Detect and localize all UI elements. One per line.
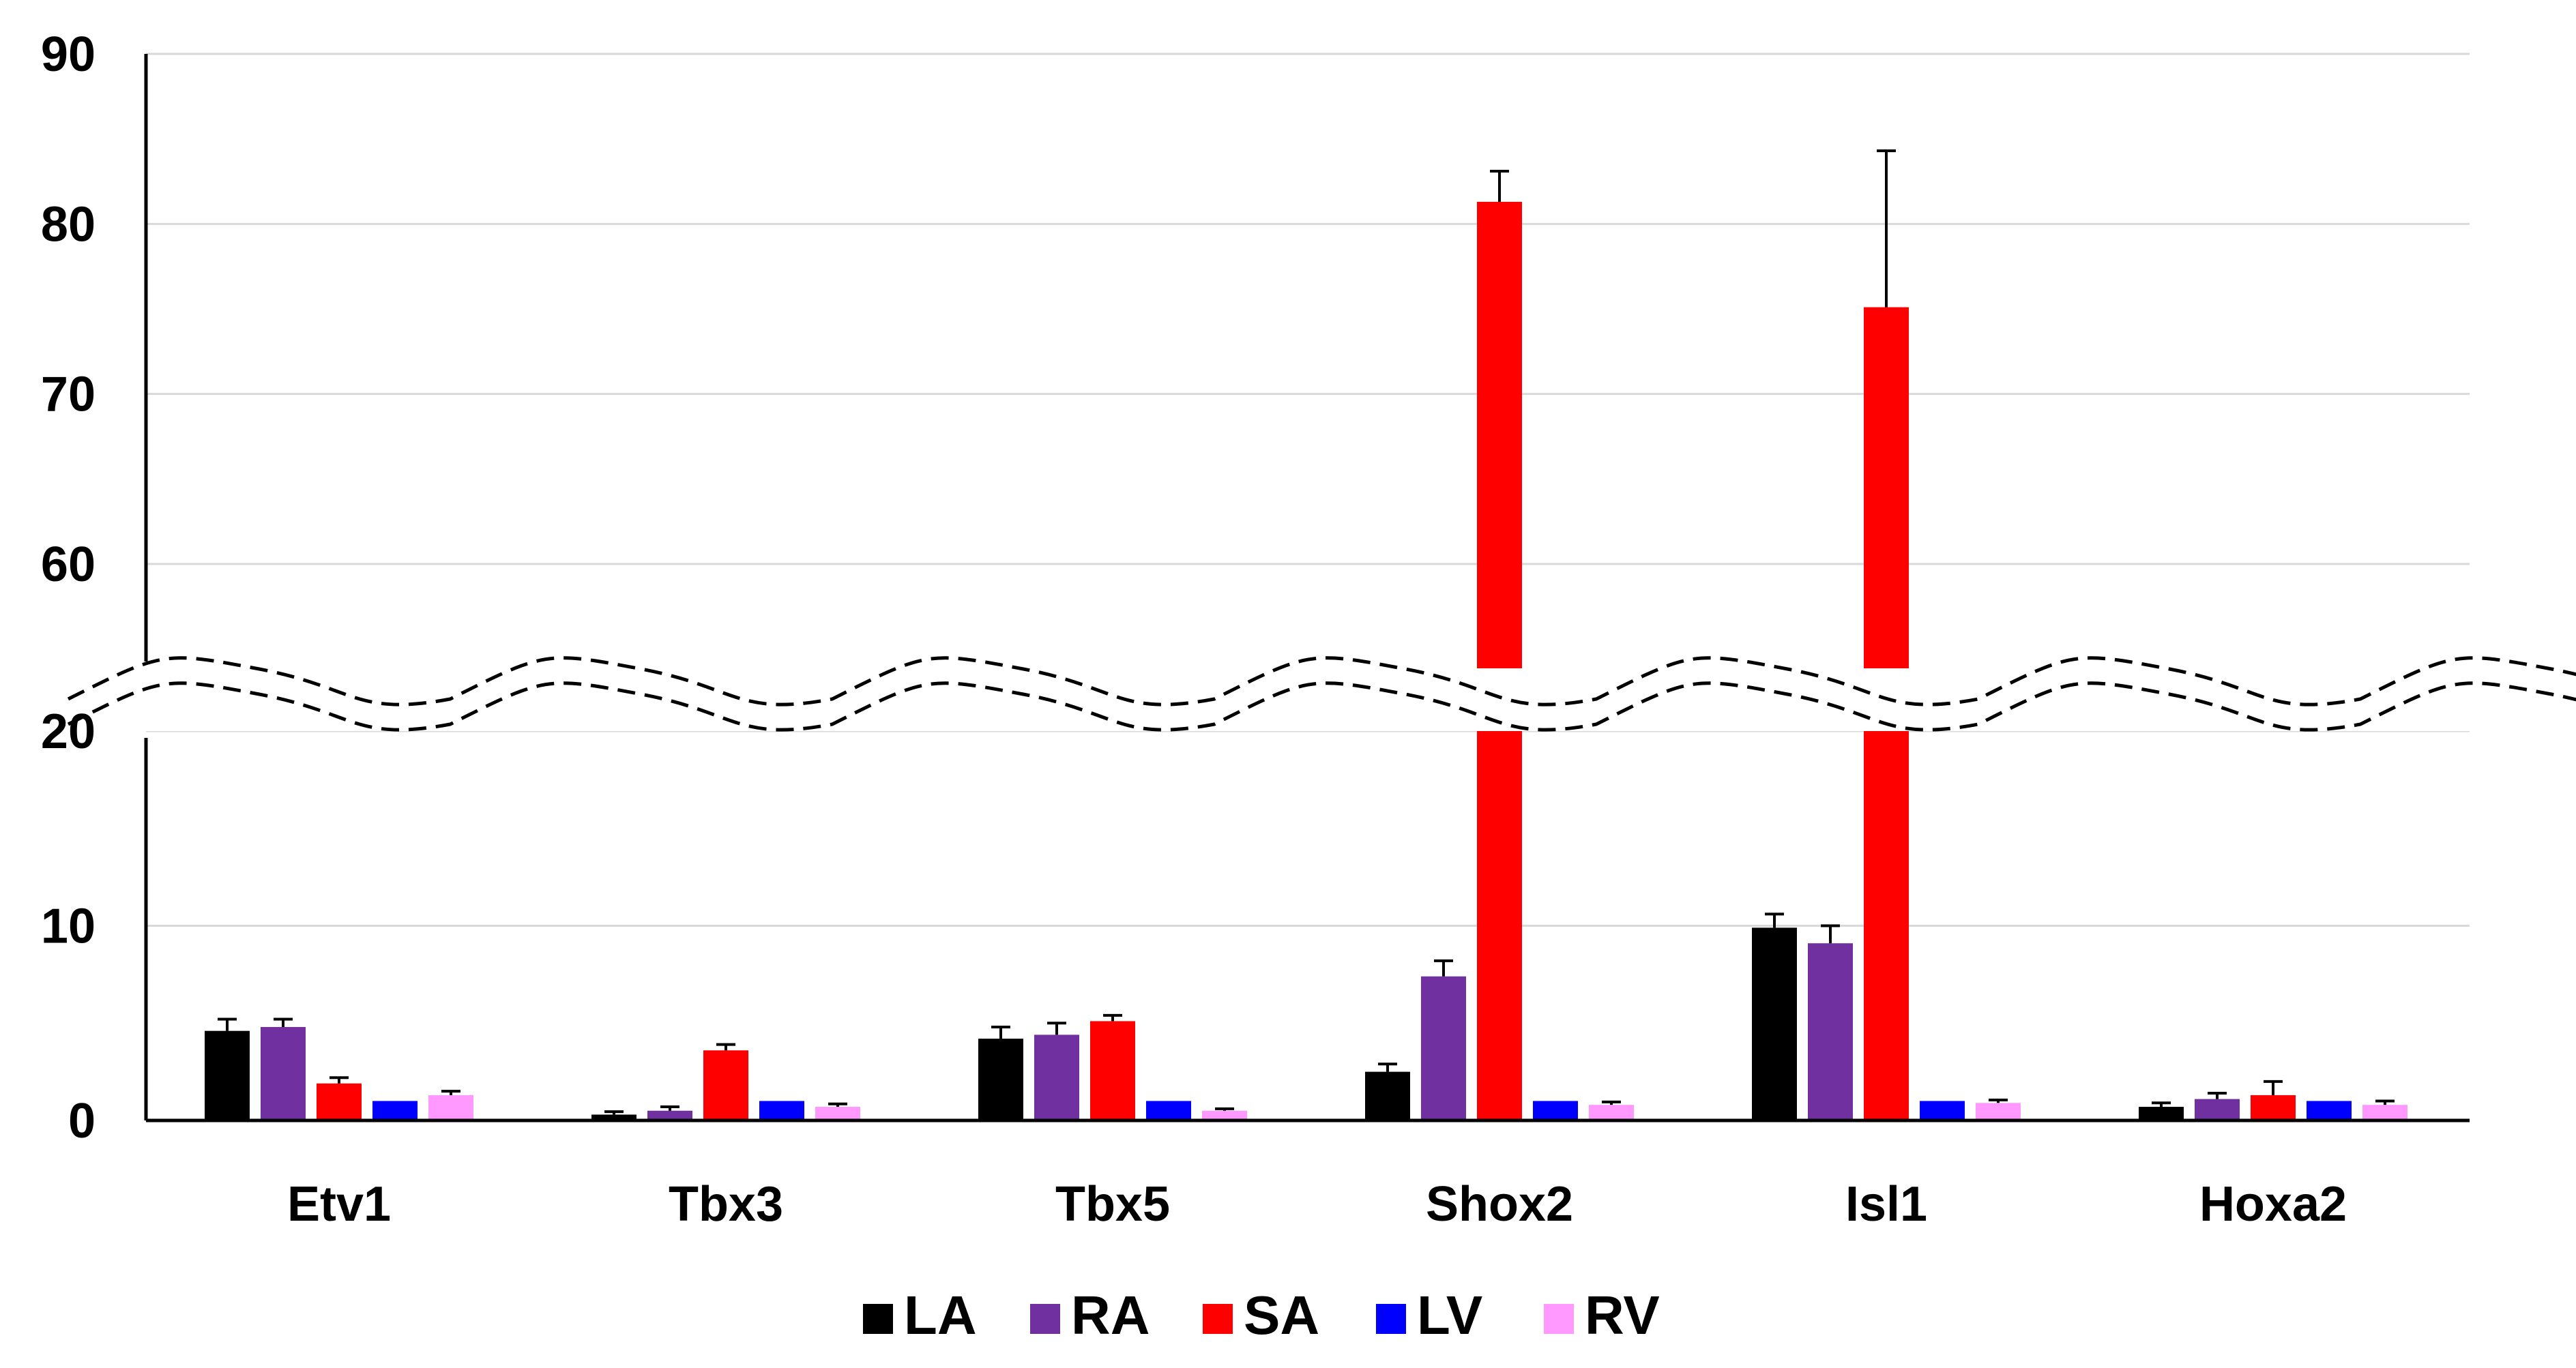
error-bar-sa-tbx3 — [716, 1043, 735, 1051]
bar-ra-hoxa2 — [2195, 1099, 2240, 1120]
bar-rv-shox2 — [1589, 1105, 1634, 1120]
error-bar-rv-shox2 — [1602, 1100, 1621, 1105]
bar-la-isl1 — [1752, 927, 1797, 1120]
bar-ra-tbx5 — [1034, 1035, 1079, 1120]
bar-lv-hoxa2 — [2307, 1101, 2352, 1120]
legend-swatch-rv — [1544, 1304, 1574, 1334]
bar-ra-etv1 — [261, 1026, 306, 1120]
error-bar-ra-etv1 — [274, 1017, 293, 1027]
bar-sa-tbx5 — [1090, 1021, 1135, 1120]
bar-rv-isl1 — [1976, 1103, 2021, 1120]
bar-lv-tbx5 — [1146, 1101, 1191, 1120]
bar-la-tbx5 — [978, 1039, 1023, 1120]
error-bar-rv-isl1 — [1989, 1099, 2008, 1103]
axes — [144, 54, 2470, 1122]
axis-break-mark — [0, 656, 2576, 732]
error-bar-la-tbx5 — [991, 1025, 1010, 1039]
bar-lv-tbx3 — [759, 1101, 804, 1120]
x-tick-labels: Etv1 Tbx3 Tbx5 Shox2 Isl1 Hoxa2 — [287, 1177, 2347, 1232]
bar-la-hoxa2 — [2139, 1107, 2184, 1120]
x-tick-label: Tbx5 — [1055, 1177, 1170, 1232]
error-bar-la-hoxa2 — [2152, 1101, 2171, 1107]
error-bar-sa-shox2 — [1490, 170, 1509, 202]
legend-swatch-ra — [1030, 1304, 1060, 1334]
bar-sa-etv1 — [317, 1083, 362, 1120]
bar-lv-etv1 — [372, 1101, 418, 1120]
error-bar-la-tbx3 — [604, 1110, 624, 1115]
bar-la-shox2 — [1365, 1071, 1410, 1120]
gridlines — [146, 53, 2470, 927]
legend-label-sa: SA — [1244, 1285, 1319, 1345]
error-bar-rv-etv1 — [441, 1090, 460, 1095]
error-bar-la-etv1 — [218, 1017, 237, 1031]
y-tick-labels: 0 10 20 60 70 80 90 — [41, 27, 96, 1148]
error-bar-ra-hoxa2 — [2208, 1092, 2227, 1099]
error-bar-rv-hoxa2 — [2375, 1099, 2395, 1105]
error-bars-layer — [218, 149, 2395, 1115]
error-bar-sa-etv1 — [330, 1076, 349, 1084]
x-tick-label: Etv1 — [287, 1177, 391, 1232]
x-tick-label: Shox2 — [1426, 1177, 1573, 1232]
legend-label-la: LA — [904, 1285, 977, 1345]
y-tick-label: 20 — [41, 704, 96, 759]
x-tick-label: Tbx3 — [669, 1177, 783, 1232]
legend-swatch-la — [863, 1304, 893, 1334]
break-wave-upper — [67, 656, 2576, 707]
x-tick-label: Isl1 — [1845, 1177, 1927, 1232]
legend-label-lv: LV — [1417, 1285, 1482, 1345]
legend-swatch-lv — [1376, 1304, 1406, 1334]
bar-ra-shox2 — [1421, 976, 1466, 1120]
y-tick-label: 80 — [41, 197, 96, 252]
legend: LA RA SA LV RV — [863, 1285, 1660, 1345]
bar-lv-shox2 — [1533, 1101, 1578, 1120]
bar-ra-isl1 — [1808, 943, 1853, 1120]
error-bar-sa-isl1 — [1877, 149, 1896, 308]
bar-lv-isl1 — [1920, 1101, 1965, 1120]
bar-ra-tbx3 — [647, 1110, 692, 1120]
x-tick-label: Hoxa2 — [2199, 1177, 2347, 1232]
bar-rv-etv1 — [428, 1095, 473, 1120]
bar-sa-shox2 — [1477, 201, 1522, 1120]
y-tick-label: 70 — [41, 368, 96, 422]
error-bar-ra-tbx3 — [660, 1105, 679, 1111]
break-wave-lower — [67, 681, 2576, 732]
y-tick-label: 10 — [41, 899, 96, 954]
legend-swatch-sa — [1203, 1304, 1233, 1334]
bar-la-tbx3 — [591, 1114, 636, 1120]
error-bar-ra-isl1 — [1821, 924, 1840, 944]
error-bar-ra-shox2 — [1434, 959, 1453, 977]
bar-sa-tbx3 — [703, 1050, 748, 1120]
error-bar-rv-tbx3 — [828, 1102, 847, 1107]
bar-rv-tbx5 — [1202, 1110, 1247, 1120]
axis-break-band — [0, 668, 2576, 731]
error-bar-ra-tbx5 — [1047, 1022, 1066, 1035]
y-tick-label: 0 — [68, 1094, 96, 1148]
error-bar-la-isl1 — [1765, 912, 1784, 928]
legend-label-ra: RA — [1071, 1285, 1150, 1345]
y-tick-label: 60 — [41, 537, 96, 592]
bar-la-etv1 — [205, 1030, 250, 1120]
bars-layer — [205, 201, 2407, 1121]
error-bar-sa-tbx5 — [1103, 1013, 1122, 1022]
error-bar-la-shox2 — [1378, 1062, 1397, 1072]
error-bar-rv-tbx5 — [1215, 1107, 1234, 1111]
bar-rv-tbx3 — [815, 1107, 860, 1120]
legend-label-rv: RV — [1585, 1285, 1660, 1345]
y-tick-label: 90 — [41, 27, 96, 82]
bar-sa-hoxa2 — [2251, 1095, 2296, 1120]
error-bar-sa-hoxa2 — [2264, 1080, 2283, 1095]
bar-rv-hoxa2 — [2362, 1105, 2407, 1120]
